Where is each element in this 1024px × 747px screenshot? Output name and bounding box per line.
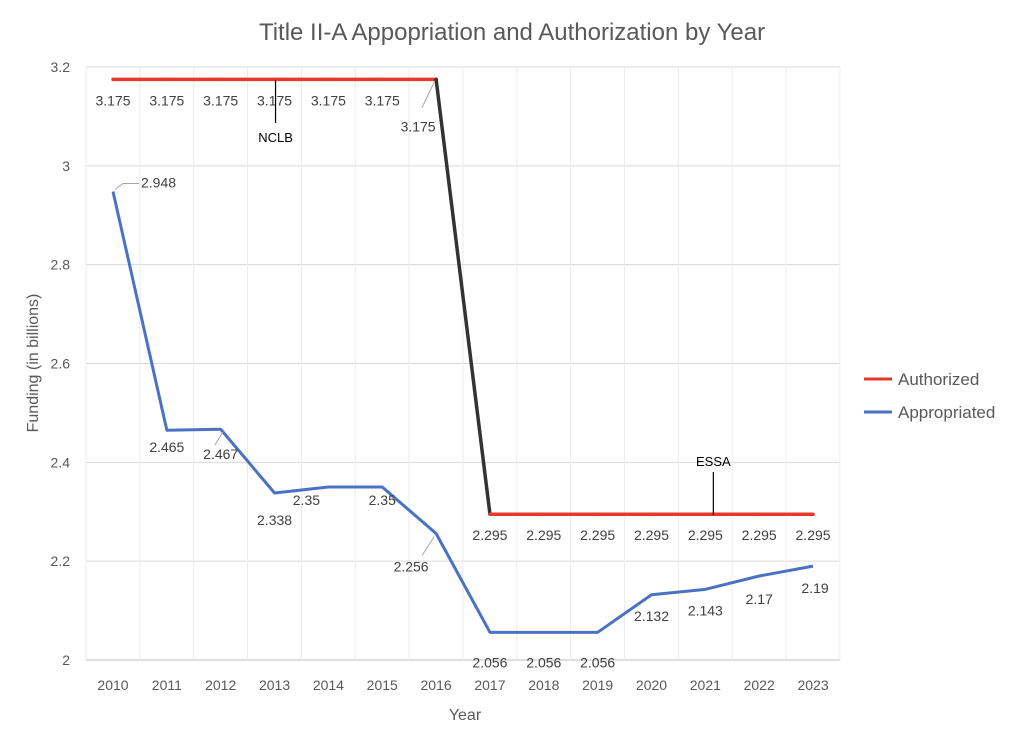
- x-tick-label: 2021: [690, 677, 721, 693]
- leader-line: [214, 431, 224, 446]
- authorized-data-label: 3.175: [257, 92, 292, 108]
- y-tick-label: 2.4: [51, 454, 71, 470]
- y-tick-label: 2.8: [51, 257, 71, 273]
- y-tick-label: 3.2: [51, 59, 71, 75]
- y-tick-label: 2: [62, 652, 70, 668]
- chart-title: Title II-A Appopriation and Authorizatio…: [259, 19, 765, 46]
- x-tick-labels: 2010 2011 2012 2013 2014 2015 2016 2017 2018 2019…: [97, 677, 828, 693]
- appropriated-line: [111, 191, 814, 634]
- x-tick-label: 2022: [744, 677, 775, 693]
- leader-line: [421, 536, 435, 556]
- x-tick-label: 2020: [636, 677, 667, 693]
- appropriated-data-label: 2.467: [203, 446, 238, 462]
- legend-label-authorized: Authorized: [898, 370, 979, 389]
- appropriated-data-label: 2.056: [472, 654, 507, 670]
- annotation-label: NCLB: [258, 130, 293, 145]
- x-tick-label: 2015: [367, 677, 398, 693]
- authorized-data-label: 2.295: [472, 527, 507, 543]
- appropriated-data-label: 2.056: [526, 654, 561, 670]
- x-tick-label: 2023: [797, 677, 828, 693]
- appropriated-data-label: 2.35: [369, 492, 396, 508]
- y-axis-label: Funding (in billions): [25, 294, 42, 433]
- appropriated-data-label: 2.132: [634, 608, 669, 624]
- x-tick-label: 2019: [582, 677, 613, 693]
- authorized-data-label: 2.295: [580, 527, 615, 543]
- legend-label-appropriated: Appropriated: [898, 403, 995, 422]
- x-tick-label: 2011: [152, 677, 182, 693]
- authorized-data-label: 3.175: [401, 118, 436, 134]
- authorized-data-label: 2.295: [526, 527, 561, 543]
- appropriated-data-label: 2.19: [801, 580, 828, 596]
- x-tick-label: 2017: [474, 677, 505, 693]
- annotations: NCLB ESSA: [258, 80, 731, 515]
- authorized-data-label: 2.295: [742, 527, 777, 543]
- gridlines: [85, 66, 841, 661]
- x-tick-label: 2016: [421, 677, 452, 693]
- appropriated-data-label: 2.338: [257, 512, 292, 528]
- x-tick-label: 2012: [205, 677, 236, 693]
- appropriated-data-label: 2.465: [149, 439, 184, 455]
- legend: Authorized Appropriated: [864, 370, 995, 422]
- authorized-data-label: 3.175: [365, 92, 400, 108]
- y-tick-label: 2.2: [51, 553, 71, 569]
- leader-line: [114, 183, 139, 190]
- appropriated-data-label: 2.17: [746, 591, 773, 607]
- authorized-data-label: 3.175: [203, 92, 238, 108]
- appropriated-data-label: 2.056: [580, 654, 615, 670]
- x-tick-label: 2014: [313, 677, 344, 693]
- leader-line: [421, 82, 435, 108]
- appropriated-data-label: 2.948: [141, 175, 176, 191]
- x-tick-label: 2013: [259, 677, 290, 693]
- x-tick-label: 2018: [528, 677, 559, 693]
- x-tick-label: 2010: [97, 677, 128, 693]
- x-axis-label: Year: [449, 707, 482, 724]
- authorized-data-label: 2.295: [796, 527, 831, 543]
- authorized-data-label: 2.295: [634, 527, 669, 543]
- series-lines: [111, 77, 815, 634]
- authorized-data-label: 3.175: [311, 92, 346, 108]
- authorized-data-label: 3.175: [95, 92, 130, 108]
- data-labels: 3.175 3.175 3.175 3.175 3.175 3.1753.1752.295…: [95, 82, 831, 670]
- y-tick-label: 3: [62, 158, 70, 174]
- annotation-label: ESSA: [696, 454, 731, 469]
- y-tick-labels: 2 2.2 2.4 2.6 2.8 3 3.2: [51, 59, 71, 668]
- y-tick-label: 2.6: [51, 356, 71, 372]
- appropriated-data-label: 2.143: [688, 602, 723, 618]
- authorized-data-label: 3.175: [149, 92, 184, 108]
- appropriated-data-label: 2.35: [293, 492, 320, 508]
- appropriated-data-label: 2.256: [394, 558, 429, 574]
- authorized-segment: [434, 77, 492, 516]
- authorized-data-label: 2.295: [688, 527, 723, 543]
